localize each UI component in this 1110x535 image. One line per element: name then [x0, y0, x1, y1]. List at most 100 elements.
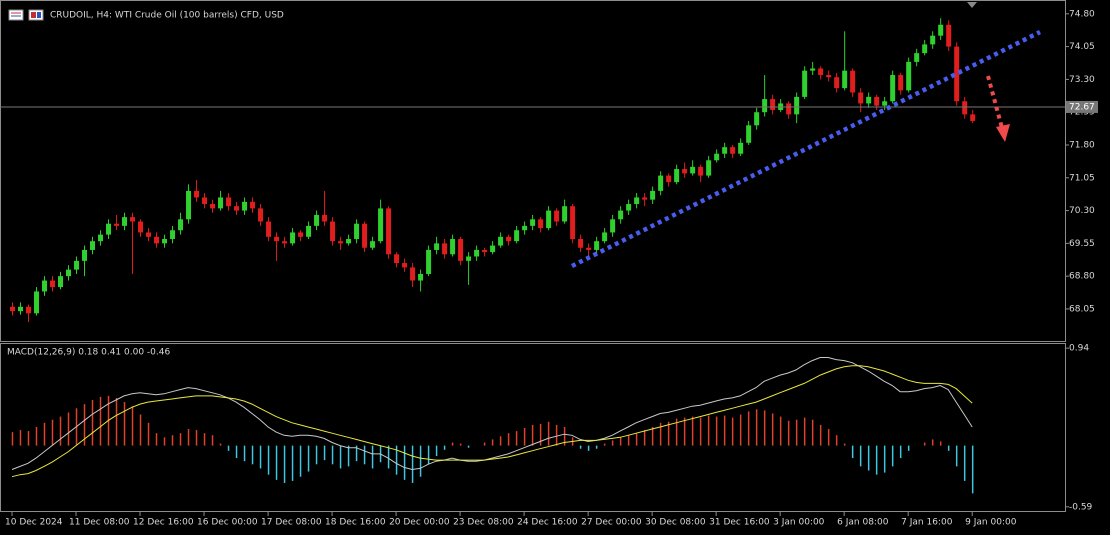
last-price-label: 72.67	[1069, 102, 1095, 112]
candle-body	[394, 254, 400, 264]
candle-body	[538, 219, 544, 229]
icon-flag	[31, 12, 36, 18]
candle-body	[450, 238, 456, 255]
macd-panel-frame	[0, 343, 1066, 512]
candle-body	[738, 142, 744, 154]
candle-body	[442, 243, 448, 255]
candle-body	[650, 190, 656, 200]
candle-body	[714, 153, 720, 161]
candle-body	[506, 236, 512, 242]
candle-body	[202, 197, 208, 205]
x-tick-label: 31 Dec 16:00	[709, 518, 770, 528]
icon-flag	[37, 12, 41, 18]
candle-body	[754, 112, 760, 126]
y-tick-label: 73.30	[1069, 75, 1095, 85]
x-tick-label: 12 Dec 16:00	[133, 518, 194, 528]
candle-body	[586, 247, 592, 250]
candle-body	[898, 75, 904, 91]
candle-body	[226, 197, 232, 207]
candle-body	[338, 241, 344, 244]
candle-body	[922, 44, 928, 54]
x-tick-label: 9 Jan 00:00	[965, 518, 1017, 528]
candle-body	[114, 223, 120, 226]
candle-body	[826, 75, 832, 78]
candle-body	[18, 306, 24, 312]
candle-body	[378, 208, 384, 242]
x-tick-label: 20 Dec 00:00	[389, 518, 450, 528]
candle-body	[130, 217, 136, 222]
chart-title: CRUDOIL, H4: WTI Crude Oil (100 barrels)…	[50, 11, 284, 21]
candle-body	[690, 166, 696, 174]
x-tick-label: 24 Dec 16:00	[517, 518, 578, 528]
last-price-box	[1066, 100, 1098, 113]
candle-body	[498, 236, 504, 246]
candle-body	[402, 263, 408, 268]
candle-body	[762, 99, 768, 113]
candle-body	[354, 223, 360, 239]
y-tick-label: 68.80	[1069, 272, 1095, 282]
candle-body	[578, 238, 584, 248]
candle-body	[410, 267, 416, 281]
y-tick-label: -0.59	[1069, 502, 1093, 512]
y-tick-label: 71.80	[1069, 140, 1095, 150]
candle-body	[154, 236, 160, 244]
x-tick-label: 17 Dec 08:00	[261, 518, 322, 528]
candle-body	[274, 236, 280, 242]
candle-body	[74, 260, 80, 270]
candle-body	[786, 103, 792, 115]
candle-body	[962, 101, 968, 115]
forecast-arrow-head	[996, 124, 1010, 142]
candle-body	[906, 61, 912, 91]
candle-body	[930, 35, 936, 45]
candle-body	[386, 208, 392, 255]
candle-body	[482, 249, 488, 253]
candle-body	[10, 306, 16, 312]
candle-body	[842, 70, 848, 89]
candle-body	[290, 232, 296, 244]
candle-body	[138, 221, 144, 233]
candle-body	[258, 208, 264, 222]
candle-body	[666, 175, 672, 183]
x-tick-label: 3 Jan 00:00	[773, 518, 825, 528]
candle-body	[218, 197, 224, 209]
y-tick-label: 68.05	[1069, 304, 1095, 314]
candle-body	[298, 232, 304, 237]
candle-body	[242, 201, 248, 211]
forecast-arrow-shaft	[986, 75, 1004, 129]
candle-body	[266, 221, 272, 237]
candle-body	[954, 46, 960, 102]
candle-body	[34, 291, 40, 314]
x-tick-label: 6 Jan 08:00	[837, 518, 889, 528]
candle-body	[370, 241, 376, 248]
icon-box	[8, 9, 24, 21]
candle-body	[610, 219, 616, 233]
shift-marker	[967, 2, 977, 8]
y-tick-label: 71.05	[1069, 173, 1095, 183]
candle-body	[554, 210, 560, 222]
candle-body	[234, 206, 240, 211]
candle-body	[634, 197, 640, 205]
candle-body	[362, 223, 368, 248]
candle-body	[514, 230, 520, 242]
candle-body	[170, 230, 176, 239]
candle-body	[658, 175, 664, 191]
candle-body	[490, 245, 496, 253]
candle-body	[850, 70, 856, 93]
candle-body	[802, 70, 808, 97]
candle-body	[794, 96, 800, 115]
candle-body	[322, 214, 328, 222]
symbol-icon	[8, 9, 44, 21]
candle-body	[698, 166, 704, 176]
candle-body	[882, 101, 888, 106]
price-panel-frame	[0, 0, 1066, 342]
candle-body	[706, 160, 712, 176]
candle-body	[458, 238, 464, 261]
candle-body	[602, 232, 608, 242]
candle-body	[970, 114, 976, 121]
candle-body	[562, 206, 568, 222]
candle-body	[330, 221, 336, 242]
y-tick-label: 70.30	[1069, 206, 1095, 216]
candle-body	[682, 169, 688, 174]
